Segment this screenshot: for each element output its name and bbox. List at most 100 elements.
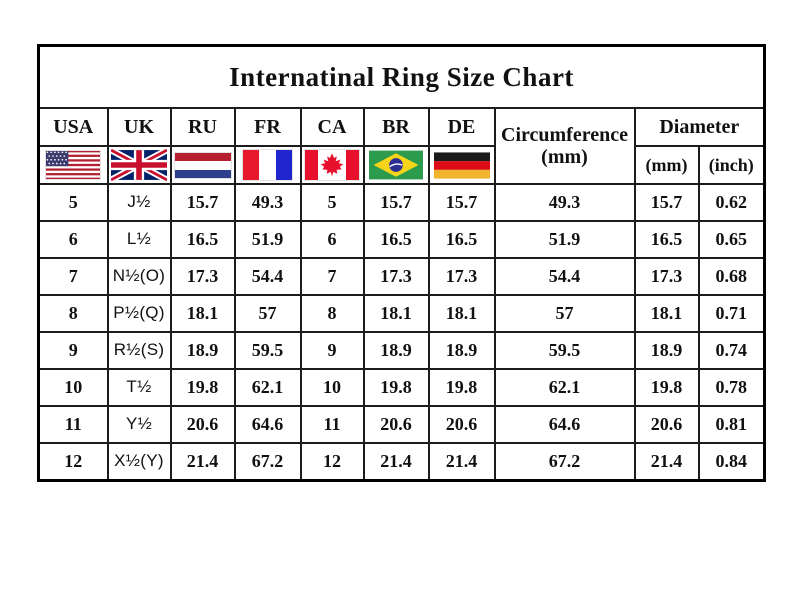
cell-uk-size: X½(Y) [106,441,172,482]
table-row: 7 N½(O) 17.3 54.4 7 17.3 17.3 54.4 17.3 … [37,256,766,296]
cell-usa-size: 5 [37,183,109,222]
cell-br-size: 18.9 [362,330,430,370]
col-header-ca: CA [299,107,365,147]
cell-diameter-inch: 0.74 [697,330,766,370]
uk-flag-icon [111,149,167,181]
cell-circumference: 67.2 [493,441,636,482]
cell-diameter-mm: 19.8 [633,367,700,407]
cell-br-size: 17.3 [362,256,430,296]
circumference-label: Circumference [501,123,628,146]
cell-diameter-inch: 0.71 [697,293,766,333]
cell-usa-size: 12 [37,441,109,482]
cell-ru-size: 18.9 [169,330,236,370]
cell-br-size: 16.5 [362,219,430,259]
flags-row: (mm) (inch) [37,145,766,185]
cell-uk-size: N½(O) [106,256,172,296]
germany-flag-icon [433,151,490,179]
cell-diameter-inch: 0.68 [697,256,766,296]
diameter-inch-header: (inch) [697,145,766,185]
cell-de-size: 16.5 [427,219,496,259]
cell-ru-size: 15.7 [169,183,236,222]
col-header-de: DE [427,107,496,147]
table-row: 11 Y½ 20.6 64.6 11 20.6 20.6 64.6 20.6 0… [37,404,766,444]
flag-cell-de [427,145,496,185]
cell-fr-size: 59.5 [233,330,302,370]
chart-title: Internatinal Ring Size Chart [37,44,766,109]
cell-fr-size: 49.3 [233,183,302,222]
cell-ru-size: 20.6 [169,404,236,444]
usa-flag-icon [45,150,102,180]
col-header-br: BR [362,107,430,147]
cell-ca-size: 9 [299,330,365,370]
cell-usa-size: 8 [37,293,109,333]
table-row: 8 P½(Q) 18.1 57 8 18.1 18.1 57 18.1 0.71 [37,293,766,333]
table-row: 5 J½ 15.7 49.3 5 15.7 15.7 49.3 15.7 0.6… [37,183,766,222]
cell-ca-size: 7 [299,256,365,296]
cell-usa-size: 6 [37,219,109,259]
table-row: 9 R½(S) 18.9 59.5 9 18.9 18.9 59.5 18.9 … [37,330,766,370]
diameter-mm-header: (mm) [633,145,700,185]
cell-diameter-inch: 0.62 [697,183,766,222]
table-row: 6 L½ 16.5 51.9 6 16.5 16.5 51.9 16.5 0.6… [37,219,766,259]
cell-uk-size: P½(Q) [106,293,172,333]
cell-ru-size: 19.8 [169,367,236,407]
cell-uk-size: T½ [106,367,172,407]
table-row: 12 X½(Y) 21.4 67.2 12 21.4 21.4 67.2 21.… [37,441,766,482]
cell-ru-size: 21.4 [169,441,236,482]
cell-fr-size: 57 [233,293,302,333]
cell-diameter-mm: 17.3 [633,256,700,296]
cell-diameter-mm: 21.4 [633,441,700,482]
cell-fr-size: 67.2 [233,441,302,482]
col-header-fr: FR [233,107,302,147]
cell-ca-size: 12 [299,441,365,482]
flag-cell-ru [169,145,236,185]
cell-ca-size: 11 [299,404,365,444]
cell-usa-size: 10 [37,367,109,407]
cell-circumference: 57 [493,293,636,333]
cell-diameter-mm: 18.1 [633,293,700,333]
cell-br-size: 20.6 [362,404,430,444]
col-header-ru: RU [169,107,236,147]
cell-diameter-inch: 0.84 [697,441,766,482]
cell-ru-size: 16.5 [169,219,236,259]
cell-de-size: 17.3 [427,256,496,296]
table-body: 5 J½ 15.7 49.3 5 15.7 15.7 49.3 15.7 0.6… [37,183,766,482]
cell-diameter-inch: 0.65 [697,219,766,259]
canada-flag-icon [304,149,360,181]
cell-de-size: 19.8 [427,367,496,407]
cell-de-size: 18.9 [427,330,496,370]
cell-br-size: 19.8 [362,367,430,407]
cell-ru-size: 17.3 [169,256,236,296]
col-header-diameter: Diameter [633,107,766,147]
cell-circumference: 62.1 [493,367,636,407]
cell-de-size: 20.6 [427,404,496,444]
cell-ca-size: 8 [299,293,365,333]
cell-fr-size: 64.6 [233,404,302,444]
cell-circumference: 49.3 [493,183,636,222]
cell-diameter-mm: 20.6 [633,404,700,444]
col-header-usa: USA [37,107,109,147]
cell-uk-size: J½ [106,183,172,222]
france-flag-icon [242,149,293,181]
cell-fr-size: 51.9 [233,219,302,259]
country-codes-row: USA UK RU FR CA BR DE Circumference (mm)… [37,107,766,185]
flag-cell-br [362,145,430,185]
cell-ca-size: 5 [299,183,365,222]
cell-uk-size: L½ [106,219,172,259]
col-header-circumference: Circumference (mm) [493,107,636,185]
circumference-unit: (mm) [541,146,588,168]
flag-cell-ca [299,145,365,185]
table-row: 10 T½ 19.8 62.1 10 19.8 19.8 62.1 19.8 0… [37,367,766,407]
flag-cell-usa [37,145,109,185]
cell-br-size: 18.1 [362,293,430,333]
cell-uk-size: Y½ [106,404,172,444]
cell-fr-size: 62.1 [233,367,302,407]
cell-fr-size: 54.4 [233,256,302,296]
cell-br-size: 15.7 [362,183,430,222]
cell-de-size: 15.7 [427,183,496,222]
cell-usa-size: 11 [37,404,109,444]
brazil-flag-icon [369,150,423,180]
cell-br-size: 21.4 [362,441,430,482]
cell-ca-size: 6 [299,219,365,259]
cell-usa-size: 9 [37,330,109,370]
